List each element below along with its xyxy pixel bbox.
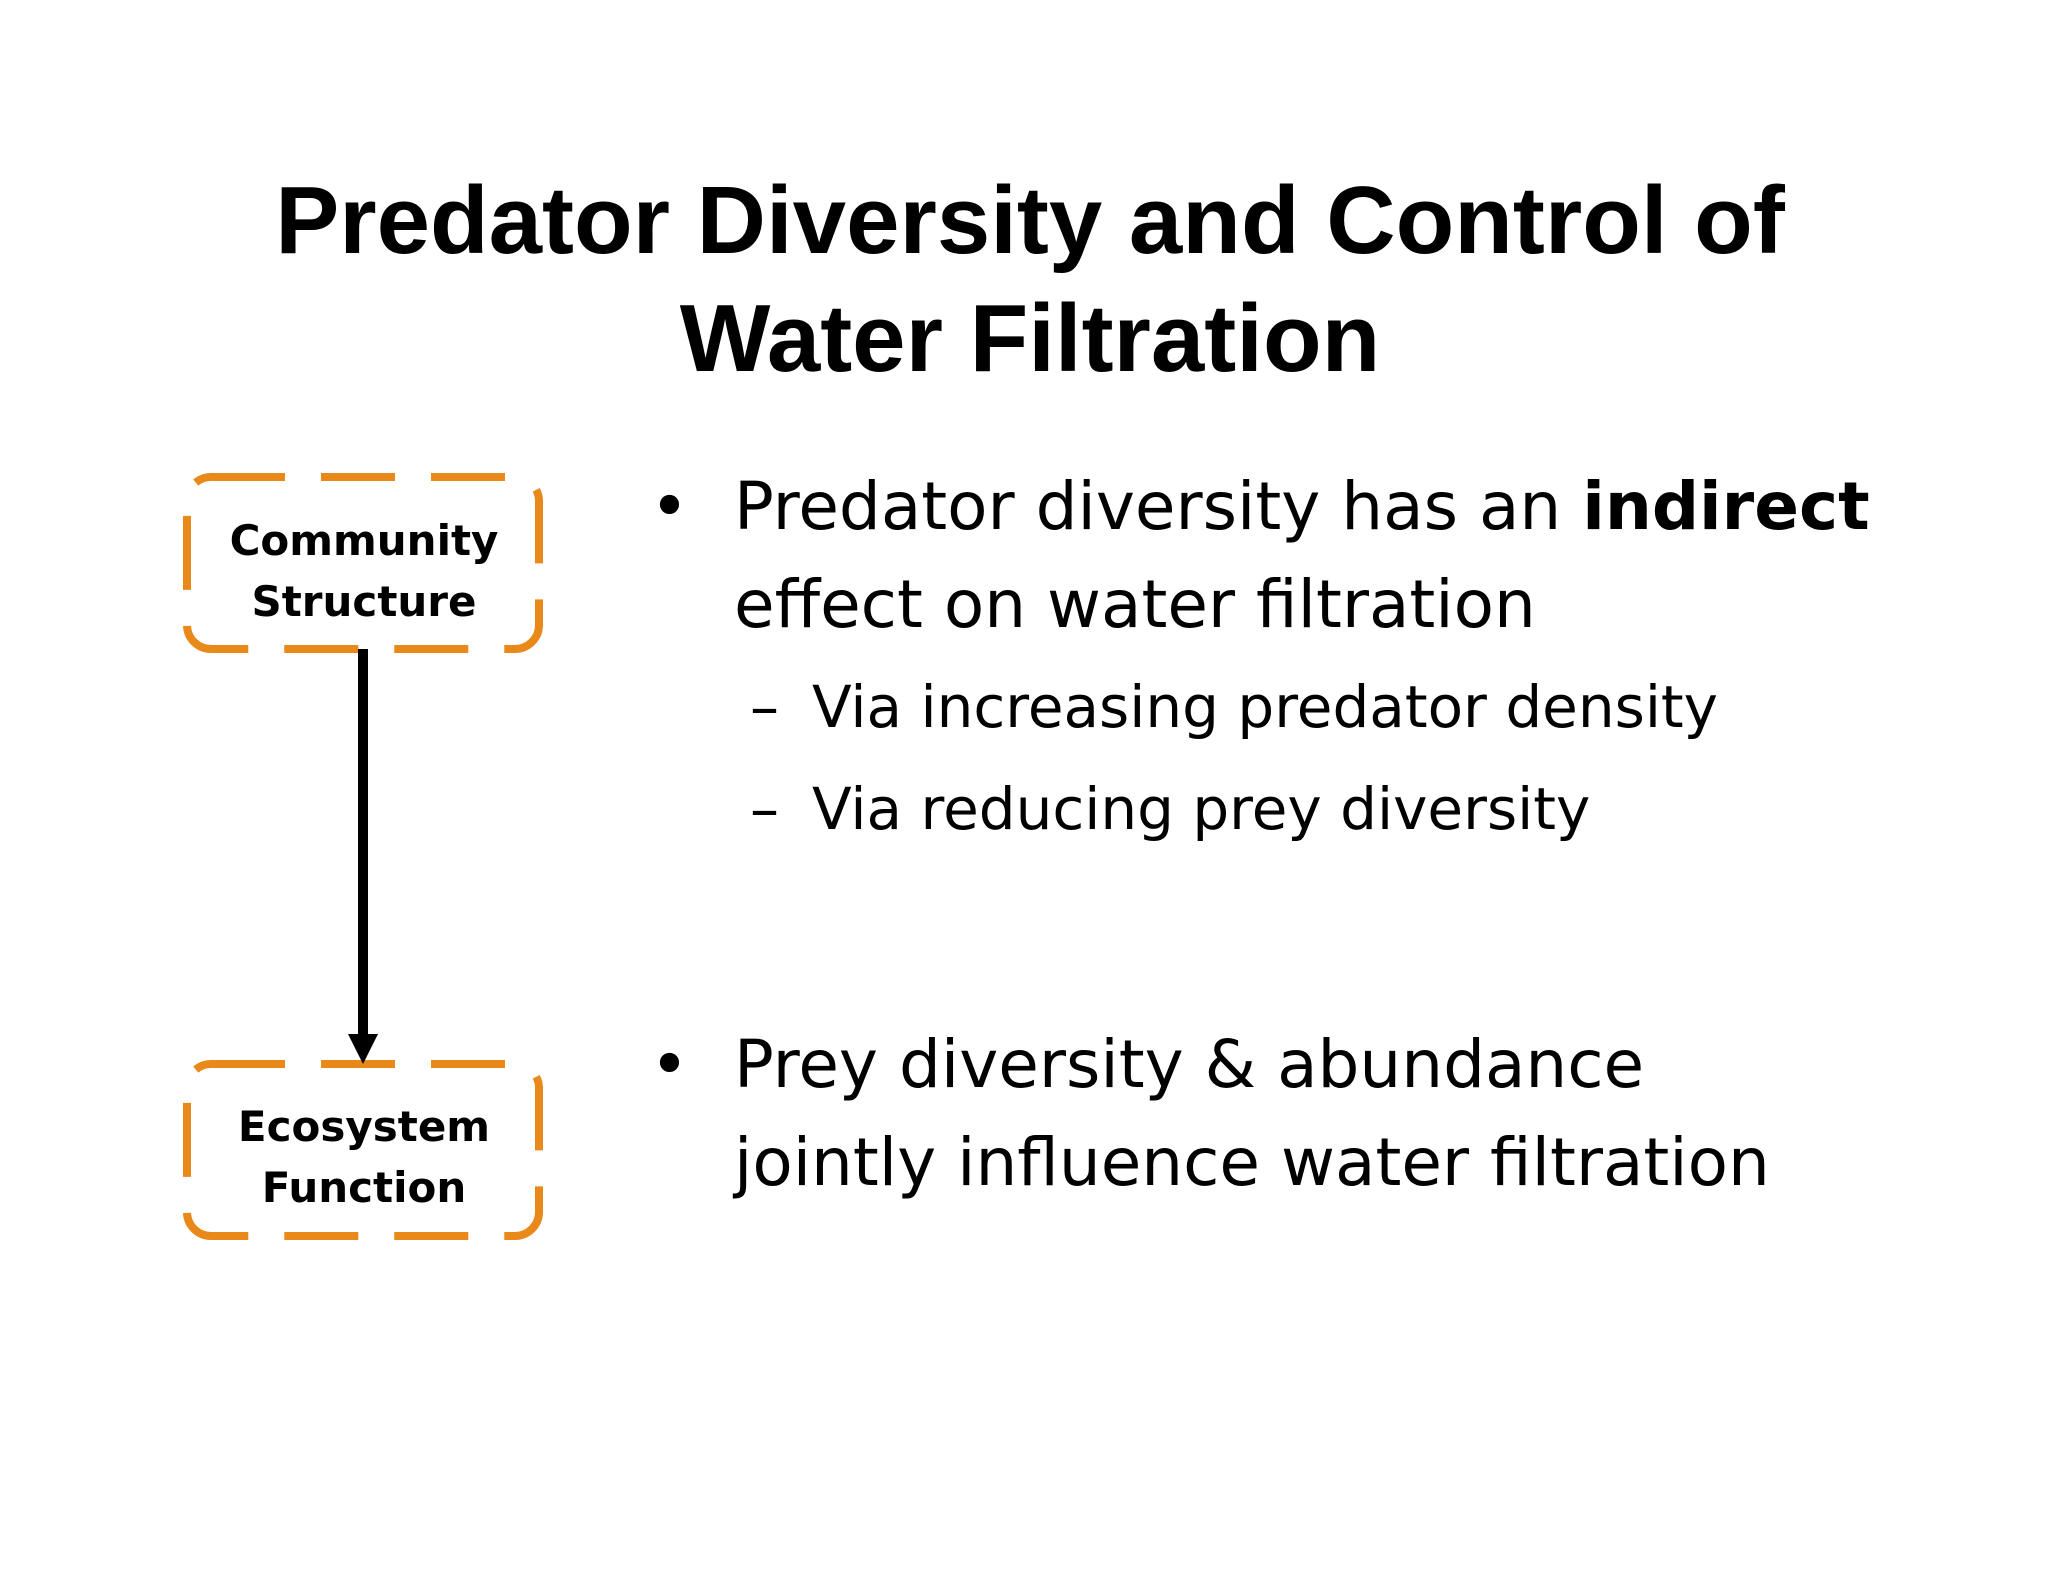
bullet-1-line-2: effect on water filtration bbox=[734, 566, 1536, 643]
community-structure-label-line-1: Community bbox=[229, 516, 499, 565]
causal-arrow-head bbox=[348, 1034, 378, 1064]
bullet-item-indirect-effect: • Predator diversity has an indirect eff… bbox=[650, 458, 1990, 654]
sub-bullet-predator-density: – Via increasing predator density bbox=[650, 656, 1990, 758]
sub-bullet-dash: – bbox=[750, 673, 779, 741]
slide-title-line-2: Water Filtration bbox=[679, 285, 1381, 392]
bullet-list: • Predator diversity has an indirect eff… bbox=[650, 458, 1990, 1212]
bullet-dot: • bbox=[650, 468, 689, 545]
bullet-item-prey-diversity: • Prey diversity & abundance jointly inf… bbox=[650, 1016, 1990, 1212]
bullet-dot: • bbox=[650, 1026, 689, 1103]
bullet-1-emphasis: indirect bbox=[1582, 468, 1870, 545]
slide-title-line-1: Predator Diversity and Control of bbox=[275, 167, 1785, 274]
sub-bullet-prey-diversity: – Via reducing prey diversity bbox=[650, 758, 1990, 860]
community-structure-label-line-2: Structure bbox=[251, 577, 477, 626]
bullet-1-line-1: Predator diversity has an indirect bbox=[734, 458, 1990, 556]
ecosystem-function-label-line-1: Ecosystem bbox=[237, 1102, 491, 1151]
sub-bullet-dash: – bbox=[750, 775, 779, 843]
community-structure-label: Community Structure bbox=[186, 510, 542, 632]
bullet-2-line-1: Prey diversity & abundance bbox=[734, 1026, 1645, 1103]
ecosystem-function-label: Ecosystem Function bbox=[186, 1096, 542, 1218]
bullet-2-line-2: jointly influence water filtration bbox=[734, 1124, 1770, 1201]
slide-title: Predator Diversity and Control of Water … bbox=[180, 162, 1880, 398]
community-structure-box bbox=[183, 473, 543, 653]
sub-bullet-list: – Via increasing predator density – Via … bbox=[650, 656, 1990, 860]
sub-bullet-2-text: Via reducing prey diversity bbox=[812, 775, 1591, 843]
sub-bullet-1-text: Via increasing predator density bbox=[812, 673, 1718, 741]
bullet-1-line-1-text: Predator diversity has an bbox=[734, 468, 1583, 545]
ecosystem-function-label-line-2: Function bbox=[261, 1163, 467, 1212]
